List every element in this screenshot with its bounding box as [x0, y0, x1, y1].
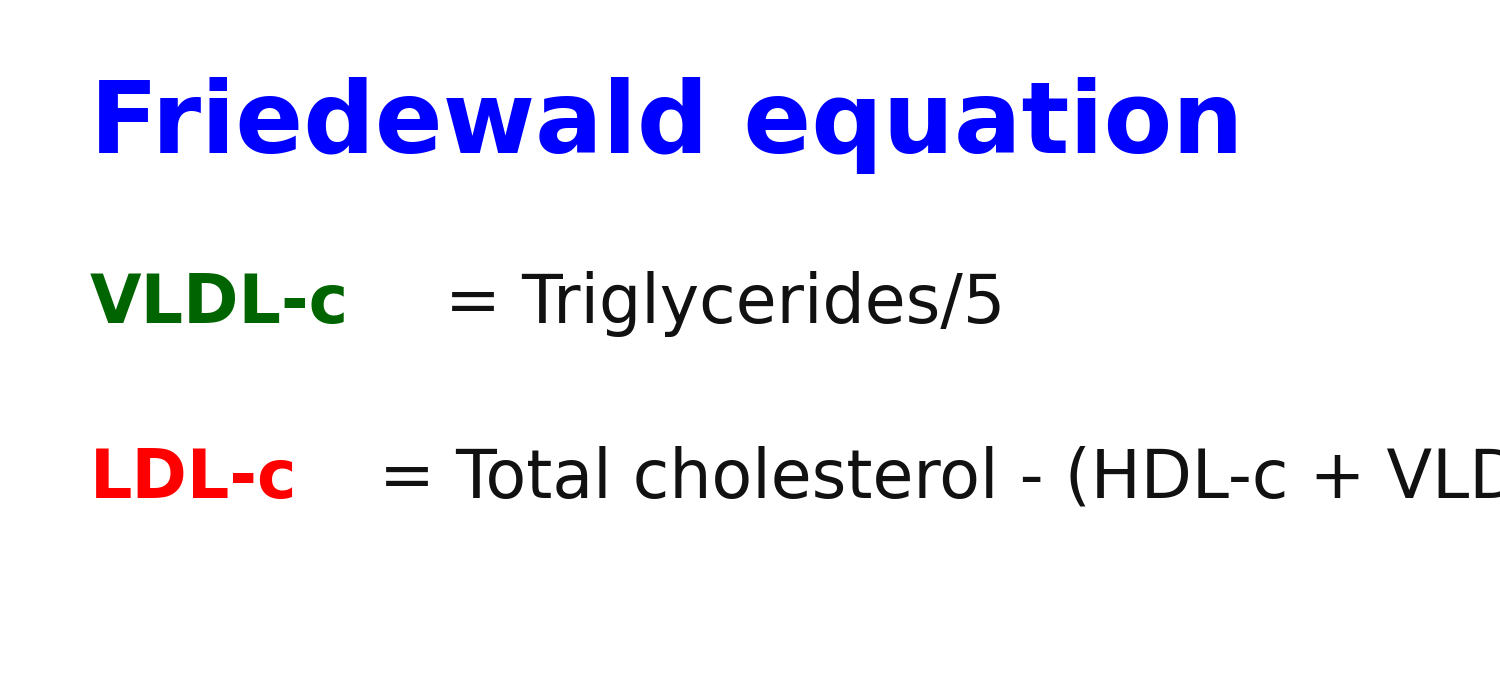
Text: LDL-c: LDL-c [90, 446, 297, 512]
Text: Friedewald equation: Friedewald equation [90, 77, 1243, 174]
Text: VLDL-c: VLDL-c [90, 271, 350, 337]
Text: = Triglycerides/5: = Triglycerides/5 [424, 271, 1005, 337]
Text: = Total cholesterol - (HDL-c + VLDL-c): = Total cholesterol - (HDL-c + VLDL-c) [357, 446, 1500, 512]
